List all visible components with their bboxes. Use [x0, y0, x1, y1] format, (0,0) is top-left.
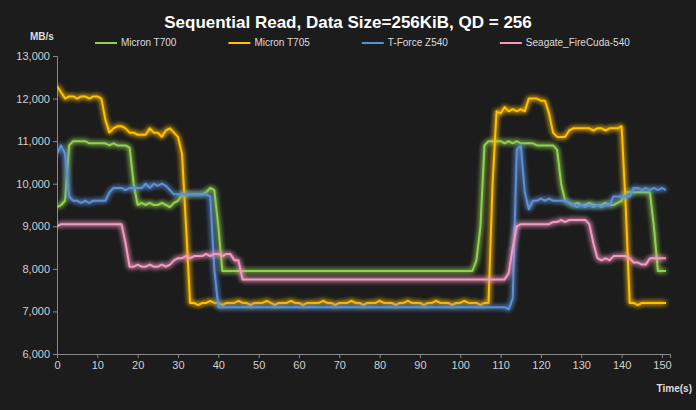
x-axis: 0 10 20 30 40 50 60 70 80 90 100 110 120 130 140 150	[54, 354, 671, 371]
x-tick: 130	[573, 354, 591, 371]
x-tick-label: 40	[213, 359, 225, 371]
y-tick-label: 13,000	[16, 50, 50, 62]
x-tick: 20	[132, 354, 144, 371]
y-tick-label: 6,000	[22, 348, 50, 360]
y-tick: 10,000	[16, 178, 57, 190]
y-tick-label: 8,000	[22, 263, 50, 275]
chart: 0 10 20 30 40 50 60 70 80 90 100 110 120 130 140 150 6,0…	[0, 0, 696, 410]
y-tick-mark	[53, 226, 57, 227]
x-tick-mark	[299, 354, 300, 358]
plot: 0 10 20 30 40 50 60 70 80 90 100 110 120 130 140 150 6,0…	[16, 50, 671, 371]
x-tick-mark	[501, 354, 502, 358]
series-line	[57, 145, 666, 309]
y-tick: 6,000	[22, 348, 57, 360]
x-tick: 50	[253, 354, 265, 371]
legend-item: Micron T700	[95, 37, 177, 48]
x-tick-mark	[662, 354, 663, 358]
y-tick-mark	[53, 99, 57, 100]
y-tick-mark	[53, 184, 57, 185]
y-tick: 7,000	[22, 305, 57, 317]
legend-item: T-Force Z540	[362, 37, 448, 48]
y-tick-mark	[53, 269, 57, 270]
x-tick-mark	[380, 354, 381, 358]
y-tick-label: 12,000	[16, 93, 50, 105]
legend-label: T-Force Z540	[388, 37, 448, 48]
y-tick-mark	[53, 311, 57, 312]
x-tick-label: 90	[414, 359, 426, 371]
legend-label: Micron T700	[121, 37, 177, 48]
x-tick: 30	[172, 354, 184, 371]
y-tick-mark	[53, 56, 57, 57]
x-tick-label: 60	[293, 359, 305, 371]
x-tick-label: 100	[452, 359, 470, 371]
x-tick: 100	[452, 354, 470, 371]
x-tick-mark	[541, 354, 542, 358]
y-tick-label: 10,000	[16, 178, 50, 190]
background	[0, 0, 696, 410]
y-tick: 9,000	[22, 220, 57, 232]
x-tick-mark	[218, 354, 219, 358]
legend-swatch	[362, 42, 384, 44]
x-tick: 40	[213, 354, 225, 371]
legend-item: Micron T705	[228, 37, 310, 48]
legend-swatch	[500, 42, 522, 44]
y-tick: 12,000	[16, 93, 57, 105]
series-line	[57, 220, 666, 280]
x-tick-label: 30	[172, 359, 184, 371]
x-tick-label: 0	[54, 359, 60, 371]
y-tick: 8,000	[22, 263, 57, 275]
x-tick-label: 20	[132, 359, 144, 371]
x-tick-mark	[138, 354, 139, 358]
x-tick-mark	[622, 354, 623, 358]
legend-swatch	[228, 42, 250, 44]
x-tick-mark	[259, 354, 260, 358]
y-axis-title: MB/s	[30, 31, 54, 42]
x-tick-label: 50	[253, 359, 265, 371]
x-tick: 150	[653, 354, 671, 371]
y-axis: 6,000 7,000 8,000 9,000 10,000 11,000 12,000 13…	[16, 50, 57, 360]
y-tick-label: 9,000	[22, 220, 50, 232]
x-tick-mark	[178, 354, 179, 358]
x-tick-label: 140	[613, 359, 631, 371]
legend-item: Seagate_FireCuda-540	[500, 37, 630, 48]
x-tick: 90	[414, 354, 426, 371]
x-axis-title: Time(s)	[657, 383, 692, 394]
y-tick: 11,000	[17, 135, 57, 147]
x-tick-label: 150	[653, 359, 671, 371]
series-group	[57, 86, 666, 310]
x-tick-mark	[581, 354, 582, 358]
x-tick-mark	[460, 354, 461, 358]
x-tick-mark	[97, 354, 98, 358]
x-tick-label: 80	[374, 359, 386, 371]
x-tick-label: 120	[532, 359, 550, 371]
x-tick-mark	[420, 354, 421, 358]
legend-swatch	[95, 42, 117, 44]
x-tick: 70	[334, 354, 346, 371]
axis-line	[53, 57, 58, 355]
x-tick: 120	[532, 354, 550, 371]
x-tick: 10	[92, 354, 104, 371]
x-tick-mark	[339, 354, 340, 358]
x-tick: 140	[613, 354, 631, 371]
x-tick-label: 70	[334, 359, 346, 371]
legend-label: Micron T705	[254, 37, 310, 48]
y-tick-mark	[53, 354, 57, 355]
y-tick-label: 7,000	[22, 305, 50, 317]
x-tick: 60	[293, 354, 305, 371]
x-tick: 80	[374, 354, 386, 371]
x-tick-label: 10	[92, 359, 104, 371]
legend: Micron T700 Micron T705 T-Force Z540 Seagat…	[95, 37, 630, 48]
title: Sequential Read, Data Size=256KiB, QD = …	[164, 13, 532, 32]
y-tick-label: 11,000	[17, 135, 50, 147]
x-tick-label: 130	[573, 359, 591, 371]
x-tick-label: 110	[492, 359, 510, 371]
axis-line	[58, 355, 671, 359]
y-tick-mark	[53, 141, 57, 142]
legend-label: Seagate_FireCuda-540	[526, 37, 630, 48]
x-tick: 0	[54, 354, 60, 371]
y-tick: 13,000	[16, 50, 57, 62]
series-line	[57, 86, 666, 305]
x-tick: 110	[492, 354, 510, 371]
